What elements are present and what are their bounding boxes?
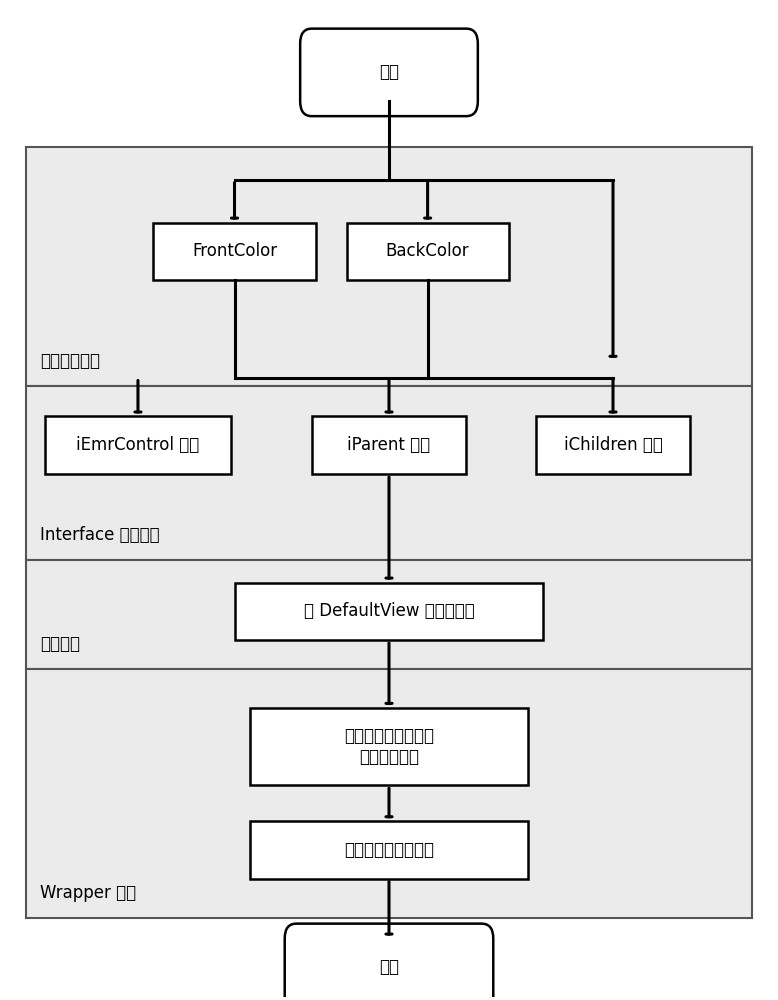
FancyBboxPatch shape: [536, 416, 690, 474]
FancyBboxPatch shape: [234, 583, 544, 640]
Text: 在电子病历表单设计
器中进行注册: 在电子病历表单设计 器中进行注册: [344, 727, 434, 766]
FancyBboxPatch shape: [346, 223, 509, 280]
Text: iEmrControl 接口: iEmrControl 接口: [76, 436, 200, 454]
Text: 将 DefaultView 绑定为页码: 将 DefaultView 绑定为页码: [303, 602, 475, 620]
Text: 完成: 完成: [379, 958, 399, 976]
FancyBboxPatch shape: [250, 708, 528, 785]
FancyBboxPatch shape: [285, 924, 493, 1000]
FancyBboxPatch shape: [153, 223, 316, 280]
Text: Interface 接口设计: Interface 接口设计: [40, 526, 159, 544]
Text: 进行各项属性的适配: 进行各项属性的适配: [344, 841, 434, 859]
FancyBboxPatch shape: [45, 416, 230, 474]
Text: iChildren 接口: iChildren 接口: [563, 436, 662, 454]
FancyBboxPatch shape: [250, 821, 528, 879]
FancyBboxPatch shape: [26, 147, 752, 386]
Text: 视图设计: 视图设计: [40, 635, 80, 653]
Text: 开始: 开始: [379, 63, 399, 81]
FancyBboxPatch shape: [26, 669, 752, 918]
Text: 基础属性设计: 基础属性设计: [40, 352, 100, 370]
FancyBboxPatch shape: [26, 386, 752, 560]
Text: FrontColor: FrontColor: [192, 242, 277, 260]
FancyBboxPatch shape: [300, 29, 478, 116]
Text: iParent 接口: iParent 接口: [348, 436, 430, 454]
Text: Wrapper 适配: Wrapper 适配: [40, 884, 136, 902]
Text: BackColor: BackColor: [386, 242, 469, 260]
FancyBboxPatch shape: [26, 560, 752, 669]
FancyBboxPatch shape: [312, 416, 466, 474]
